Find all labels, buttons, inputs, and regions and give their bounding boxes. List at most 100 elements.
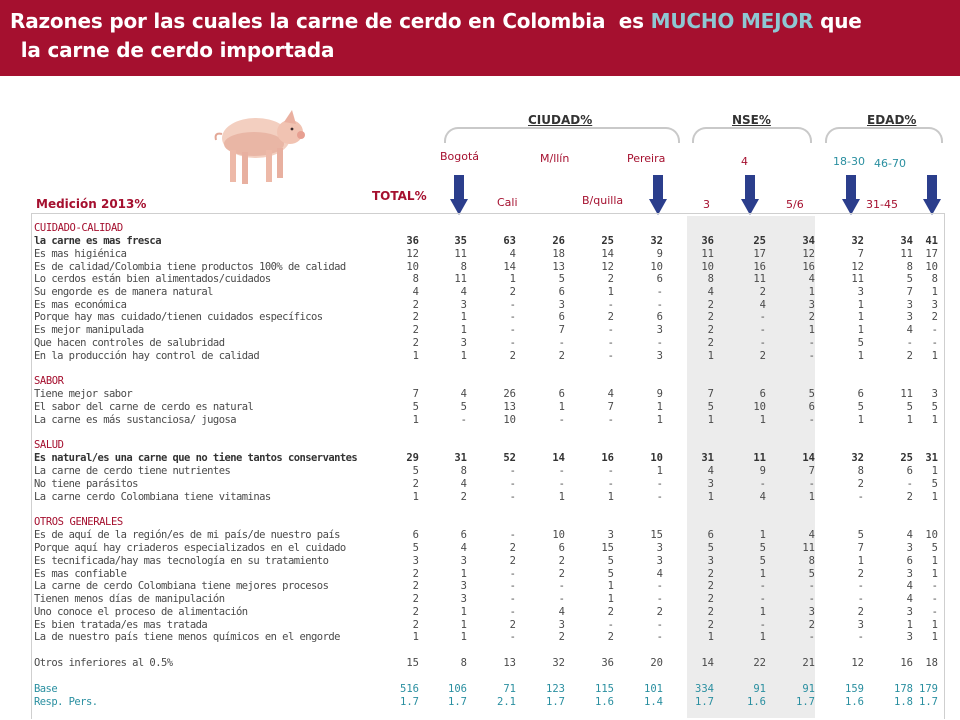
table-cell: 11 <box>454 273 467 285</box>
table-cell: 9 <box>759 465 766 477</box>
table-cell: 5 <box>460 401 467 413</box>
table-cell: 1 <box>906 619 913 631</box>
table-cell: 11 <box>900 248 913 260</box>
table-cell: 8 <box>857 465 864 477</box>
table-cell: 159 <box>845 683 864 695</box>
table-cell: - <box>656 619 663 631</box>
table-cell: 2 <box>707 311 714 323</box>
table-cell: - <box>906 337 913 349</box>
table-cell: 11 <box>802 542 815 554</box>
table-cell: 3 <box>460 555 467 567</box>
table-cell: 2 <box>607 311 614 323</box>
table-cell: 7 <box>857 248 864 260</box>
table-cell: 4 <box>707 286 714 298</box>
table-cell: 3 <box>656 324 663 336</box>
row-label: Es de aquí de la región/es de mi país/de… <box>34 529 340 541</box>
table-cell: - <box>808 337 815 349</box>
table-cell: 1.7 <box>400 696 419 708</box>
table-cell: 6 <box>656 311 663 323</box>
row-label: La carne de cerdo Colombiana tiene mejor… <box>34 580 329 592</box>
subhead-pereira: Pereira <box>627 152 666 165</box>
table-cell: 3 <box>906 311 913 323</box>
table-cell: - <box>509 478 516 490</box>
table-cell: 9 <box>656 248 663 260</box>
table-cell: 3 <box>906 542 913 554</box>
subhead-nse-4: 4 <box>741 155 748 168</box>
table-cell: 3 <box>808 606 815 618</box>
title-bar: Razones por las cuales la carne de cerdo… <box>0 0 960 76</box>
table-cell: - <box>656 593 663 605</box>
table-cell: 20 <box>650 657 663 669</box>
table-cell: 2 <box>808 311 815 323</box>
table-cell: 1 <box>460 606 467 618</box>
table-cell: - <box>857 631 864 643</box>
table-cell: 16 <box>601 452 614 464</box>
table-cell: - <box>509 580 516 592</box>
table-cell: - <box>509 606 516 618</box>
table-cell: 3 <box>460 299 467 311</box>
table-cell: 1 <box>906 414 913 426</box>
table-cell: 3 <box>656 542 663 554</box>
arrow-down-icon <box>649 175 667 215</box>
table-cell: 1 <box>808 286 815 298</box>
table-cell: 7 <box>808 465 815 477</box>
table-cell: 2 <box>931 311 938 323</box>
table-cell: 1.7 <box>448 696 467 708</box>
table-cell: 5 <box>558 273 565 285</box>
total-column-label: TOTAL% <box>372 189 427 203</box>
table-cell: 11 <box>753 273 766 285</box>
table-cell: 1 <box>707 491 714 503</box>
table-cell: 3 <box>707 555 714 567</box>
table-cell: 4 <box>460 478 467 490</box>
table-cell: - <box>808 631 815 643</box>
table-cell: - <box>808 580 815 592</box>
table-cell: - <box>931 606 938 618</box>
row-label: El sabor del carne de cerdo es natural <box>34 401 254 413</box>
table-cell: 1 <box>707 414 714 426</box>
table-cell: 41 <box>925 235 938 247</box>
table-cell: - <box>509 593 516 605</box>
table-cell: 14 <box>802 452 815 464</box>
table-cell: 1 <box>460 568 467 580</box>
table-cell: 25 <box>601 235 614 247</box>
table-cell: 5 <box>707 401 714 413</box>
table-cell: 115 <box>595 683 614 695</box>
table-cell: 2.1 <box>497 696 516 708</box>
table-cell: 2 <box>509 286 516 298</box>
group-ciudad-label: CIUDAD% <box>528 113 593 127</box>
table-cell: 3 <box>906 606 913 618</box>
table-cell: 2 <box>412 593 419 605</box>
table-cell: 5 <box>412 401 419 413</box>
table-cell: 5 <box>759 542 766 554</box>
table-cell: 12 <box>802 248 815 260</box>
table-cell: 5 <box>906 273 913 285</box>
table-cell: 4 <box>759 299 766 311</box>
table-cell: 2 <box>857 606 864 618</box>
subhead-edad-4670: 46-70 <box>874 157 906 170</box>
table-cell: 14 <box>601 248 614 260</box>
table-cell: 2 <box>607 606 614 618</box>
table-cell: 6 <box>808 401 815 413</box>
table-cell: 1 <box>412 491 419 503</box>
title-line-2: la carne de cerdo importada <box>14 38 335 62</box>
table-cell: 2 <box>707 619 714 631</box>
table-cell: 1 <box>857 414 864 426</box>
table-cell: 2 <box>707 568 714 580</box>
table-cell: 3 <box>857 286 864 298</box>
row-label: Es mas higiénica <box>34 248 127 260</box>
table-cell: 36 <box>601 657 614 669</box>
table-cell: - <box>906 478 913 490</box>
table-cell: - <box>607 350 614 362</box>
subhead-cali: Cali <box>497 196 518 209</box>
table-cell: 1 <box>808 324 815 336</box>
table-cell: 17 <box>925 248 938 260</box>
table-cell: 1 <box>857 311 864 323</box>
table-cell: 1 <box>759 568 766 580</box>
title-line-1: Razones por las cuales la carne de cerdo… <box>10 9 862 33</box>
table-cell: 1.6 <box>595 696 614 708</box>
table-cell: 14 <box>552 452 565 464</box>
row-label: Tienen menos días de manipulación <box>34 593 225 605</box>
table-cell: 1 <box>607 593 614 605</box>
table-cell: 31 <box>454 452 467 464</box>
table-cell: 1 <box>707 350 714 362</box>
